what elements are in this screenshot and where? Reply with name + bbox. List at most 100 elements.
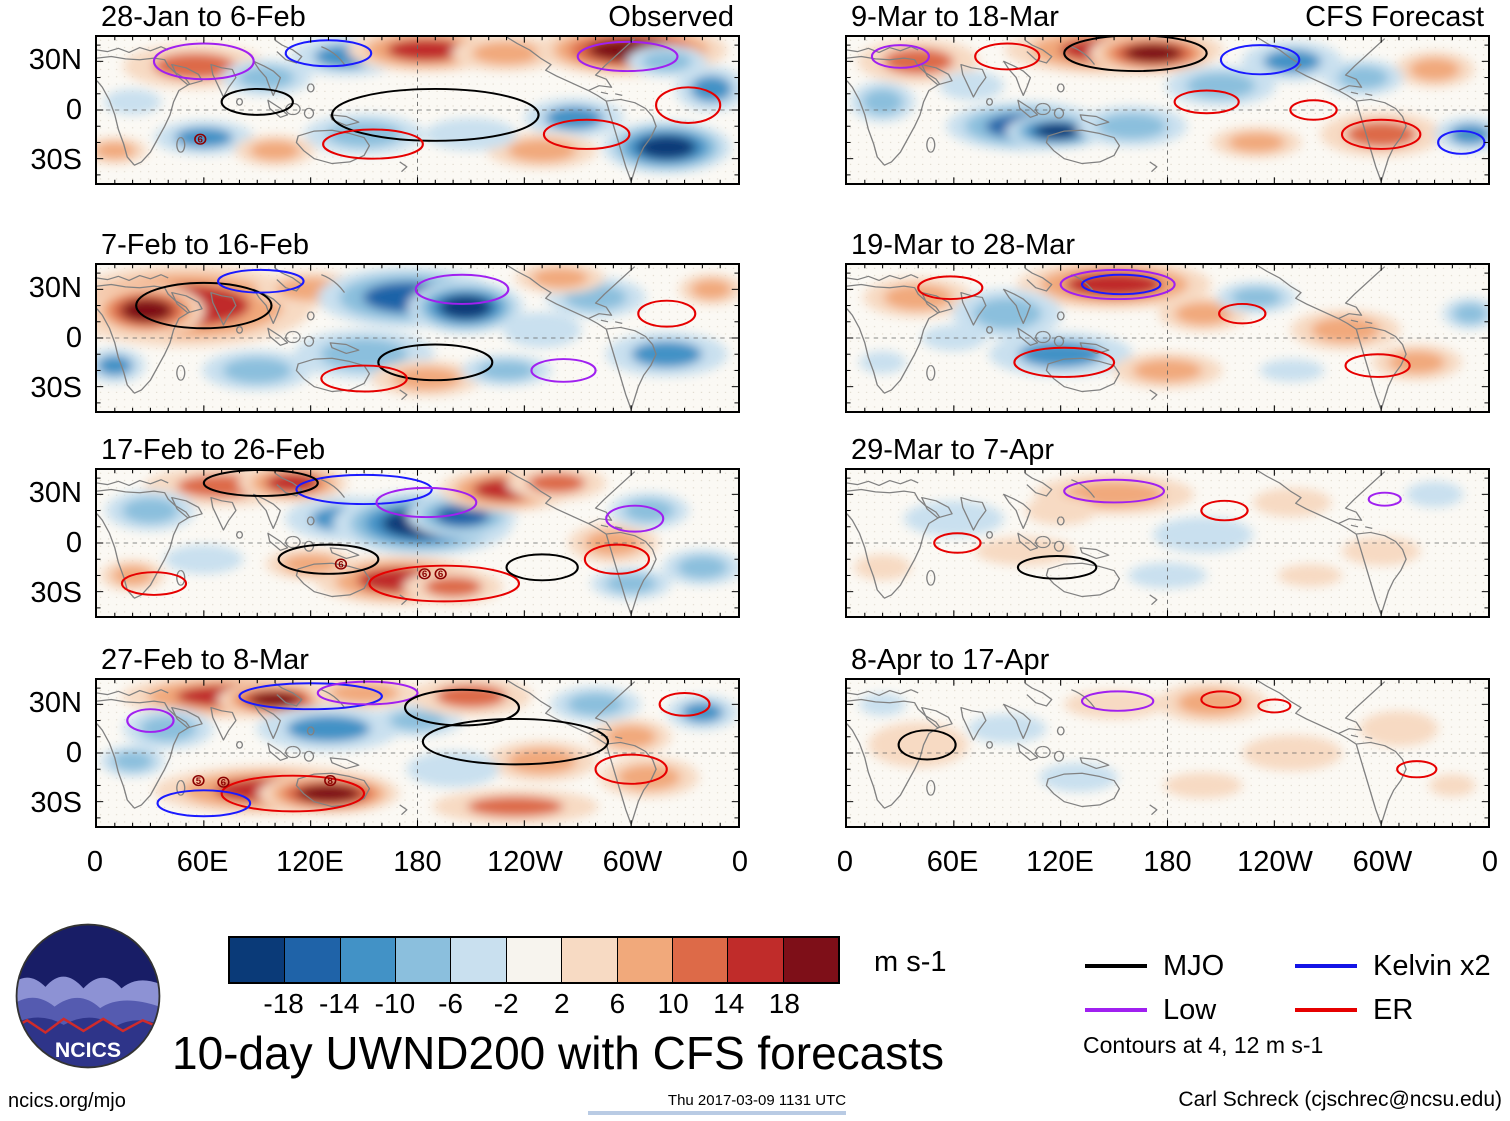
anomaly-field [100, 470, 738, 606]
map-svg [847, 37, 1488, 183]
colorbar-tick-label: -2 [493, 988, 519, 1019]
svg-text:6: 6 [338, 560, 343, 570]
svg-text:6: 6 [422, 569, 427, 579]
panel-corner-label: Observed [608, 1, 734, 33]
x-axis-label: 0 [731, 846, 749, 878]
panel-title: 8-Apr to 17-Apr [851, 644, 1050, 676]
colorbar-tick-label: 10 [657, 988, 689, 1019]
colorbar-segment [284, 938, 340, 982]
map-panel-3: 6 6 6 [95, 468, 740, 618]
legend-label-kelvin: Kelvin x2 [1373, 949, 1491, 982]
legend-label-mjo: MJO [1163, 949, 1225, 982]
svg-text:6: 6 [221, 778, 226, 788]
colorbar-segment [395, 938, 451, 982]
ncics-logo: NCICS [15, 923, 161, 1069]
y-axis-label: 30N [28, 44, 82, 76]
colorbar [228, 936, 840, 984]
coastlines [847, 265, 1407, 410]
map-svg [847, 680, 1488, 826]
colorbar-segment [505, 938, 562, 982]
wave-contours [933, 478, 1402, 580]
map-panel-6 [845, 263, 1490, 413]
x-axis-label: 120W [487, 846, 563, 878]
y-axis-label: 0 [65, 322, 82, 354]
y-axis-label: 0 [65, 737, 82, 769]
coastlines [97, 265, 657, 410]
er-line-sample [1295, 1008, 1357, 1012]
x-axis-label: 0 [836, 846, 854, 878]
legend-item-low: Low [1085, 994, 1216, 1026]
axis-ticks [847, 37, 1488, 183]
y-axis-label: 30N [28, 687, 82, 719]
coastlines [847, 470, 1407, 615]
legend-item-er: ER [1295, 994, 1413, 1026]
wave-contours [135, 268, 697, 393]
axis-ticks [847, 680, 1488, 826]
map-panel-1: 6 [95, 35, 740, 185]
footer-timestamp: Thu 2017-03-09 1131 UTC [667, 1092, 847, 1109]
svg-text:5: 5 [196, 776, 201, 786]
x-axis-label: 120E [276, 846, 344, 878]
x-axis-label: 0 [1481, 846, 1499, 878]
panel-title: 27-Feb to 8-Mar [101, 644, 309, 676]
colorbar-segment [616, 938, 672, 982]
anomaly-field [850, 37, 1488, 159]
colorbar-segment [339, 938, 396, 982]
anomaly-field [97, 265, 738, 397]
colorbar-segment [727, 938, 783, 982]
axis-ticks [97, 265, 738, 411]
y-axis-label: 30S [30, 787, 82, 819]
panel-title: 29-Mar to 7-Apr [851, 434, 1055, 466]
anomaly-field [859, 682, 1476, 799]
x-axis-label: 0 [86, 846, 104, 878]
colorbar-segment [230, 938, 285, 982]
footer-author: Carl Schreck (cjschrec@ncsu.edu) [1178, 1088, 1502, 1111]
map-panel-5 [845, 35, 1490, 185]
colorbar-tick-label: -18 [263, 988, 304, 1019]
map-svg: 5 6 8 [97, 680, 738, 826]
map-panel-2 [95, 263, 740, 413]
x-axis-label: 120E [1026, 846, 1094, 878]
x-axis-label: 120W [1237, 846, 1313, 878]
panel-title: 7-Feb to 16-Feb [101, 229, 309, 261]
colorbar-tick-label: -14 [319, 988, 360, 1019]
storm-markers: 5 6 8 [192, 774, 337, 788]
x-axis-label: 180 [1143, 846, 1192, 878]
colorbar-segment [561, 938, 617, 982]
low-line-sample [1085, 1008, 1147, 1012]
storm-markers: 6 [194, 133, 207, 145]
mjo-line-sample [1085, 964, 1147, 968]
kelvin-line-sample [1295, 964, 1357, 968]
svg-text:6: 6 [438, 569, 443, 579]
contour-note: Contours at 4, 12 m s-1 [1083, 1032, 1324, 1058]
anomaly-field [97, 37, 738, 174]
colorbar-tick-label: -6 [438, 988, 463, 1019]
coastlines [97, 470, 657, 615]
coastlines [97, 680, 657, 825]
colorbar-segment [782, 938, 838, 982]
x-axis-label: 60E [926, 846, 979, 878]
axis-ticks [97, 470, 738, 616]
map-svg: 6 6 6 [97, 470, 738, 616]
axis-ticks [847, 265, 1488, 411]
svg-text:8: 8 [328, 776, 333, 786]
y-axis-label: 30N [28, 272, 82, 304]
wave-contours [917, 268, 1411, 378]
map-svg [97, 265, 738, 411]
map-panel-8 [845, 678, 1490, 828]
colorbar-segment [671, 938, 728, 982]
colorbar-tick-label: 18 [768, 988, 800, 1019]
figure-title: 10-day UWND200 with CFS forecasts [172, 1027, 945, 1079]
colorbar-units-label: m s-1 [874, 946, 947, 978]
logo-text: NCICS [55, 1038, 121, 1062]
axis-ticks [847, 470, 1488, 616]
coastlines [847, 680, 1407, 825]
wave-contours [126, 680, 711, 818]
y-axis-label: 30S [30, 577, 82, 609]
axis-ticks [97, 680, 738, 826]
logo-ridge-line [16, 1017, 160, 1034]
panel-title: 9-Mar to 18-Mar [851, 1, 1059, 33]
footer-url[interactable]: ncics.org/mjo [8, 1090, 126, 1112]
legend-item-kelvin: Kelvin x2 [1295, 950, 1491, 982]
